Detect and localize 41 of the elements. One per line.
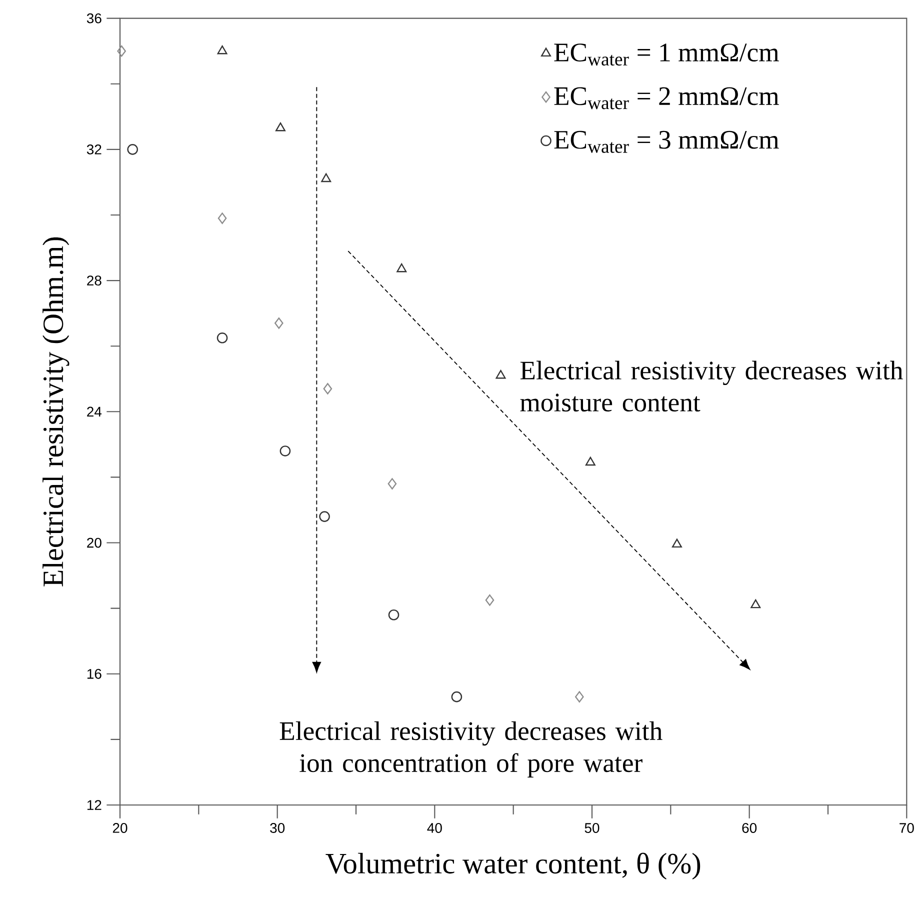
point [323,383,332,394]
point [319,511,330,522]
point [396,263,407,272]
point [575,691,584,702]
point [127,144,138,155]
point [451,691,462,702]
point [275,122,286,132]
point [274,317,284,329]
y-tick-label: 32 [86,144,102,154]
point [388,478,397,490]
point [485,594,494,606]
x-tick-label: 30 [270,823,285,833]
y-tick-label: 20 [87,538,102,548]
point [321,173,332,182]
legend-label: EC$_{water}$ = 1 mmΩ/cm [554,44,779,66]
y-tick-label: 16 [87,668,102,679]
annotation: Electrical resistivity decreases with moisture content [520,360,903,412]
point [216,332,228,344]
y-tick-label: 24 [87,406,102,417]
point [585,456,596,466]
point [388,609,400,620]
annotation: Electrical resistivity decreases with ion concentration of pore water [280,721,662,778]
point [218,212,227,224]
x-tick-label: 70 [900,823,914,833]
point [217,45,228,54]
legend-label: EC$_{water}$ = 2 mmΩ/cm [554,87,779,110]
y-tick-label: 36 [86,13,102,24]
point [672,538,682,548]
y-tick-label: 12 [87,800,102,810]
point [280,446,291,456]
x-tick-label: 20 [112,823,128,833]
y-tick-label: 28 [87,276,102,286]
x-tick-label: 40 [427,823,442,833]
x-axis-title: Volumetric water content, θ (%) [326,852,700,880]
x-tick-label: 60 [742,823,757,833]
x-tick-label: 50 [584,823,600,833]
point [117,45,126,57]
y-axis-title: Electrical resistivity (Ohm.m) [42,237,70,586]
legend-label: EC$_{water}$ = 3 mmΩ/cm [554,130,779,153]
point [496,370,506,379]
point [750,599,761,608]
